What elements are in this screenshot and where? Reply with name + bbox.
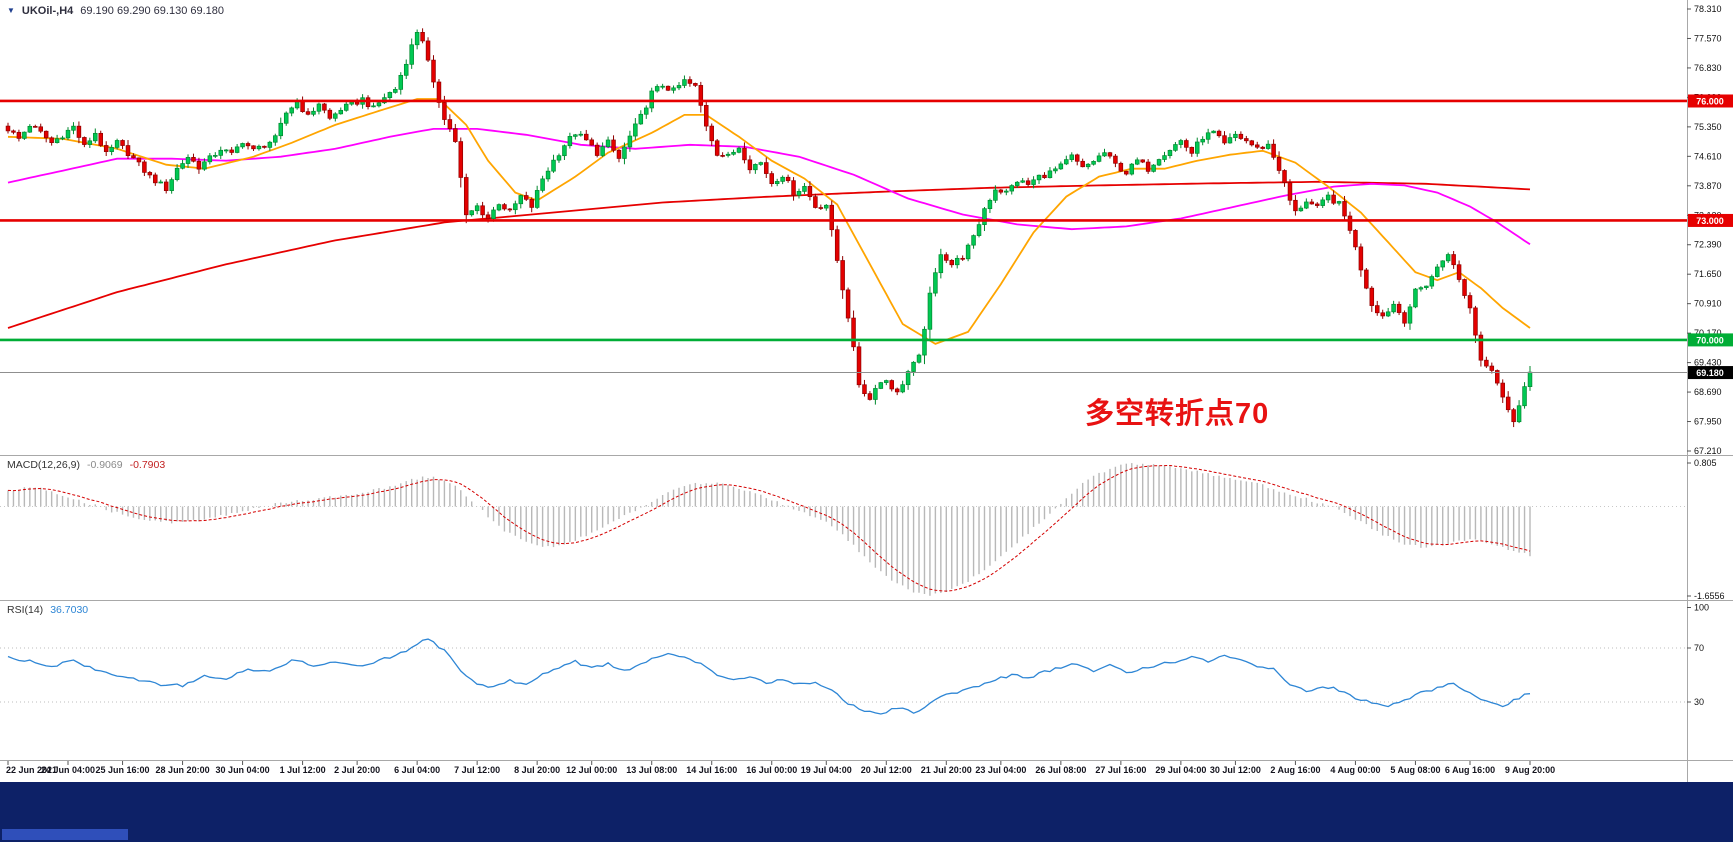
svg-text:74.610: 74.610 [1694, 151, 1722, 161]
svg-text:0.805: 0.805 [1694, 458, 1717, 468]
svg-text:69.180: 69.180 [1696, 368, 1724, 378]
svg-text:78.310: 78.310 [1694, 4, 1722, 14]
svg-text:77.570: 77.570 [1694, 33, 1722, 43]
svg-text:76.000: 76.000 [1696, 96, 1724, 106]
svg-text:73.870: 73.870 [1694, 181, 1722, 191]
svg-text:70: 70 [1694, 643, 1704, 653]
svg-text:2 Aug 16:00: 2 Aug 16:00 [1270, 765, 1320, 775]
ma-fast-orange [7, 98, 1531, 345]
svg-text:30: 30 [1694, 697, 1704, 707]
symbol-timeframe-label: UKOil-,H4 [21, 5, 74, 17]
ma-mid-magenta [7, 128, 1531, 246]
svg-text:6 Jul 04:00: 6 Jul 04:00 [394, 765, 440, 775]
moving-averages [7, 98, 1531, 345]
macd-layer [7, 463, 1531, 596]
macd-name: MACD(12,26,9) [7, 459, 80, 471]
chart-header: ▼ UKOil-,H4 69.190 69.290 69.130 69.180 [7, 5, 224, 17]
macd-signal-value: -0.7903 [129, 459, 166, 471]
panel-separators [0, 0, 1733, 782]
svg-text:26 Jul 08:00: 26 Jul 08:00 [1035, 765, 1086, 775]
svg-text:70.170: 70.170 [1694, 328, 1722, 338]
svg-text:27 Jul 16:00: 27 Jul 16:00 [1095, 765, 1146, 775]
svg-text:67.210: 67.210 [1694, 446, 1722, 456]
rsi-line [7, 638, 1531, 715]
svg-text:22 Jun 2021: 22 Jun 2021 [6, 765, 57, 775]
macd-indicator-label: MACD(12,26,9) -0.9069 -0.7903 [7, 459, 165, 471]
rsi-indicator-label: RSI(14) 36.7030 [7, 604, 88, 616]
svg-text:71.650: 71.650 [1694, 269, 1722, 279]
horizontal-levels [0, 99, 1687, 374]
svg-text:25 Jun 16:00: 25 Jun 16:00 [96, 765, 150, 775]
svg-text:7 Jul 12:00: 7 Jul 12:00 [454, 765, 500, 775]
chart-canvas[interactable]: 78.31077.57076.83076.09075.35074.61073.8… [0, 0, 1733, 782]
svg-text:29 Jul 04:00: 29 Jul 04:00 [1155, 765, 1206, 775]
svg-text:24 Jun 04:00: 24 Jun 04:00 [41, 765, 95, 775]
taskbar-item[interactable] [2, 829, 128, 840]
macd-signal-line [7, 464, 1531, 592]
ma-slow-red [7, 180, 1531, 329]
chart-annotation-text: 多空转折点70 [1085, 398, 1270, 430]
svg-text:19 Jul 04:00: 19 Jul 04:00 [801, 765, 852, 775]
svg-text:8 Jul 20:00: 8 Jul 20:00 [514, 765, 560, 775]
svg-text:20 Jul 12:00: 20 Jul 12:00 [861, 765, 912, 775]
candles-layer [5, 28, 1533, 428]
svg-text:70.910: 70.910 [1694, 299, 1722, 309]
macd-main-value: -0.9069 [86, 459, 123, 471]
rsi-value: 36.7030 [50, 604, 89, 616]
svg-text:30 Jul 12:00: 30 Jul 12:00 [1210, 765, 1261, 775]
chart-dropdown-icon[interactable]: ▼ [7, 6, 15, 15]
svg-text:68.690: 68.690 [1694, 387, 1722, 397]
svg-text:13 Jul 08:00: 13 Jul 08:00 [626, 765, 677, 775]
svg-text:5 Aug 08:00: 5 Aug 08:00 [1390, 765, 1440, 775]
rsi-name: RSI(14) [7, 604, 44, 616]
svg-text:75.350: 75.350 [1694, 122, 1722, 132]
svg-text:30 Jun 04:00: 30 Jun 04:00 [216, 765, 270, 775]
svg-text:21 Jul 20:00: 21 Jul 20:00 [921, 765, 972, 775]
svg-text:4 Aug 00:00: 4 Aug 00:00 [1330, 765, 1380, 775]
svg-text:70.000: 70.000 [1696, 335, 1724, 345]
rsi-layer [7, 638, 1531, 715]
svg-text:6 Aug 16:00: 6 Aug 16:00 [1445, 765, 1495, 775]
svg-text:28 Jun 20:00: 28 Jun 20:00 [156, 765, 210, 775]
svg-text:2 Jul 20:00: 2 Jul 20:00 [334, 765, 380, 775]
svg-text:16 Jul 00:00: 16 Jul 00:00 [746, 765, 797, 775]
svg-text:100: 100 [1694, 603, 1709, 613]
svg-text:67.950: 67.950 [1694, 417, 1722, 427]
svg-text:9 Aug 20:00: 9 Aug 20:00 [1505, 765, 1555, 775]
macd-axis: 0.805 -1.6556 [1687, 458, 1725, 601]
svg-text:73.000: 73.000 [1696, 216, 1724, 226]
svg-text:72.390: 72.390 [1694, 240, 1722, 250]
svg-text:76.830: 76.830 [1694, 63, 1722, 73]
rsi-axis: 100 70 30 [1687, 603, 1709, 707]
ohlc-values: 69.190 69.290 69.130 69.180 [80, 5, 225, 17]
svg-text:1 Jul 12:00: 1 Jul 12:00 [280, 765, 326, 775]
svg-text:14 Jul 16:00: 14 Jul 16:00 [686, 765, 737, 775]
svg-text:12 Jul 00:00: 12 Jul 00:00 [566, 765, 617, 775]
taskbar [0, 782, 1733, 842]
price-badges: 76.000 73.000 70.000 69.180 [1688, 94, 1733, 380]
svg-text:-1.6556: -1.6556 [1694, 591, 1725, 601]
svg-text:23 Jul 04:00: 23 Jul 04:00 [975, 765, 1026, 775]
svg-text:69.430: 69.430 [1694, 358, 1722, 368]
